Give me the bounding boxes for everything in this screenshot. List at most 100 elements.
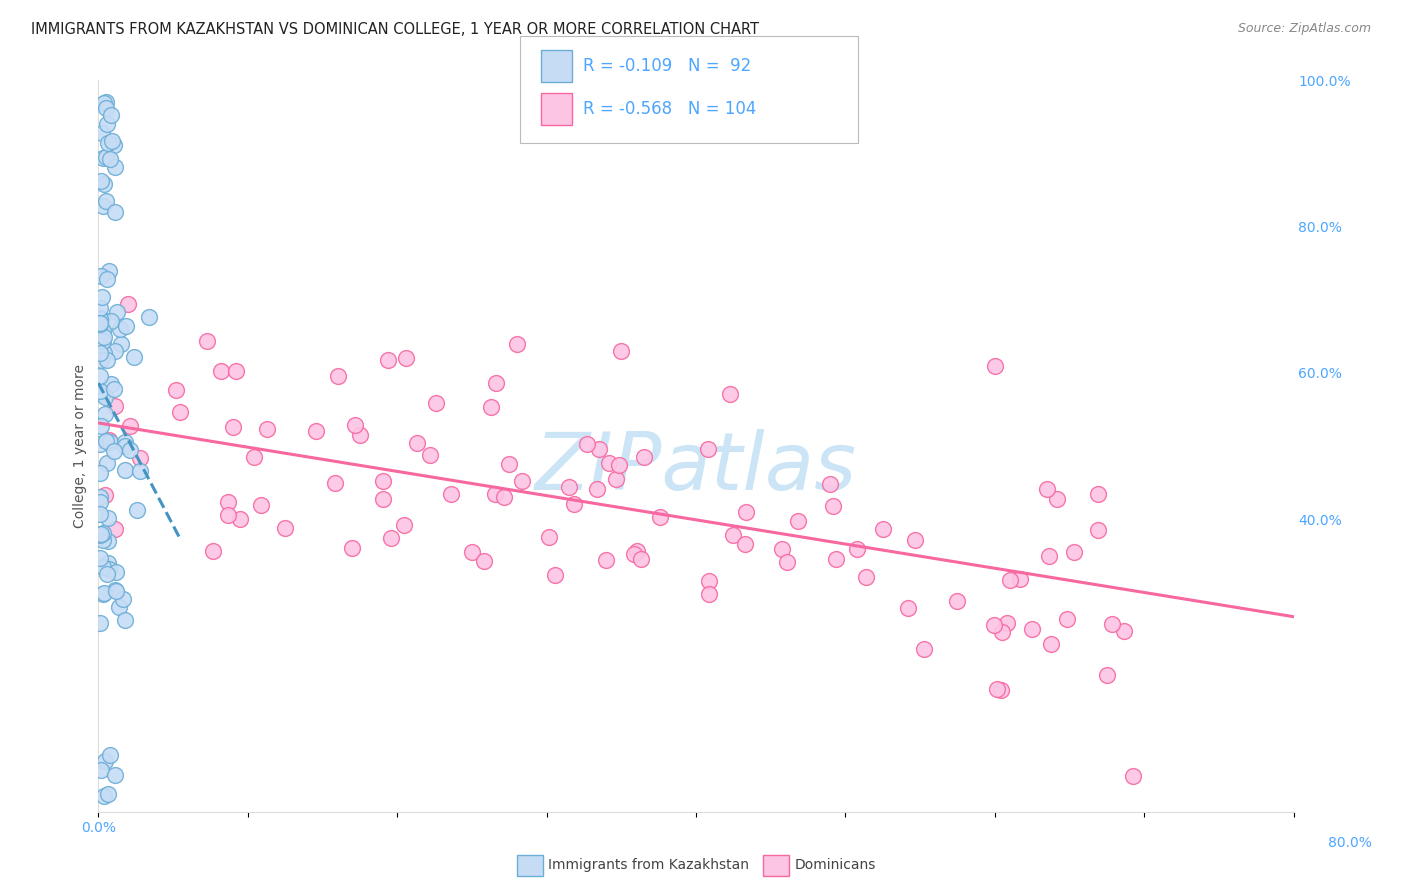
Point bbox=[371, 491, 394, 506]
Point bbox=[479, 401, 502, 415]
Point bbox=[98, 152, 121, 166]
Point bbox=[104, 582, 127, 597]
Point bbox=[225, 364, 247, 378]
Point bbox=[104, 343, 127, 358]
Point bbox=[94, 194, 117, 209]
Point bbox=[91, 526, 114, 541]
Text: Dominicans: Dominicans bbox=[794, 858, 876, 872]
Point bbox=[1056, 612, 1078, 626]
Point bbox=[786, 514, 808, 528]
Point bbox=[598, 456, 620, 470]
Point bbox=[90, 268, 112, 283]
Point bbox=[96, 456, 118, 470]
Point bbox=[104, 583, 127, 598]
Point bbox=[1095, 667, 1118, 681]
Point bbox=[249, 498, 271, 512]
Point bbox=[562, 497, 585, 511]
Point bbox=[91, 199, 114, 213]
Point bbox=[96, 567, 118, 582]
Point bbox=[912, 641, 935, 656]
Point bbox=[872, 522, 894, 536]
Point bbox=[395, 351, 418, 365]
Point bbox=[1046, 491, 1069, 506]
Point bbox=[169, 405, 191, 419]
Point bbox=[90, 127, 112, 141]
Point bbox=[323, 476, 346, 491]
Point bbox=[104, 160, 127, 174]
Point bbox=[89, 550, 111, 565]
Point bbox=[93, 95, 115, 110]
Point bbox=[104, 399, 127, 413]
Point bbox=[776, 555, 799, 569]
Point bbox=[100, 376, 122, 391]
Point bbox=[93, 789, 115, 803]
Point bbox=[607, 458, 630, 473]
Point bbox=[1114, 624, 1136, 638]
Point bbox=[986, 682, 1008, 697]
Point bbox=[96, 272, 118, 286]
Point bbox=[91, 533, 114, 547]
Point bbox=[94, 407, 117, 421]
Point bbox=[945, 594, 967, 608]
Point bbox=[91, 151, 114, 165]
Point bbox=[217, 508, 239, 522]
Point bbox=[93, 390, 115, 404]
Point bbox=[91, 586, 114, 600]
Point bbox=[128, 450, 150, 465]
Point bbox=[89, 346, 111, 360]
Point bbox=[349, 427, 371, 442]
Point bbox=[104, 204, 127, 219]
Point bbox=[472, 554, 495, 568]
Point bbox=[538, 530, 561, 544]
Point bbox=[98, 748, 121, 763]
Point bbox=[91, 325, 114, 339]
Point bbox=[96, 117, 118, 131]
Point bbox=[585, 482, 607, 496]
Point bbox=[112, 592, 135, 607]
Point bbox=[89, 466, 111, 480]
Point bbox=[98, 562, 121, 576]
Point bbox=[984, 359, 1007, 373]
Point bbox=[494, 490, 516, 504]
Point bbox=[93, 329, 115, 343]
Point bbox=[96, 352, 118, 367]
Point bbox=[373, 475, 395, 489]
Point bbox=[274, 520, 297, 534]
Point bbox=[588, 442, 610, 456]
Point bbox=[89, 353, 111, 368]
Point bbox=[326, 369, 349, 384]
Point bbox=[114, 463, 136, 477]
Text: IMMIGRANTS FROM KAZAKHSTAN VS DOMINICAN COLLEGE, 1 YEAR OR MORE CORRELATION CHAR: IMMIGRANTS FROM KAZAKHSTAN VS DOMINICAN … bbox=[31, 22, 759, 37]
Point bbox=[998, 574, 1021, 588]
Point bbox=[89, 494, 111, 508]
Point bbox=[1122, 769, 1144, 783]
Point bbox=[626, 544, 648, 558]
Point bbox=[100, 108, 122, 122]
Point bbox=[735, 505, 758, 519]
Point bbox=[114, 439, 136, 453]
Point bbox=[818, 477, 841, 491]
Point bbox=[115, 318, 138, 333]
Point bbox=[93, 177, 115, 191]
Point bbox=[845, 541, 868, 556]
Point bbox=[89, 301, 111, 316]
Point bbox=[506, 336, 529, 351]
Point bbox=[633, 450, 655, 464]
Point bbox=[1087, 487, 1109, 501]
Point bbox=[1038, 549, 1060, 563]
Point bbox=[222, 419, 245, 434]
Text: Immigrants from Kazakhstan: Immigrants from Kazakhstan bbox=[548, 858, 749, 872]
Point bbox=[1101, 616, 1123, 631]
Point bbox=[897, 601, 920, 615]
Point bbox=[405, 435, 427, 450]
Point bbox=[100, 314, 122, 328]
Point bbox=[734, 536, 756, 550]
Point bbox=[484, 487, 506, 501]
Point bbox=[595, 553, 617, 567]
Point bbox=[821, 499, 844, 513]
Point bbox=[1008, 572, 1031, 586]
Point bbox=[217, 495, 239, 509]
Point bbox=[576, 437, 599, 451]
Point bbox=[128, 464, 150, 478]
Point bbox=[229, 511, 252, 525]
